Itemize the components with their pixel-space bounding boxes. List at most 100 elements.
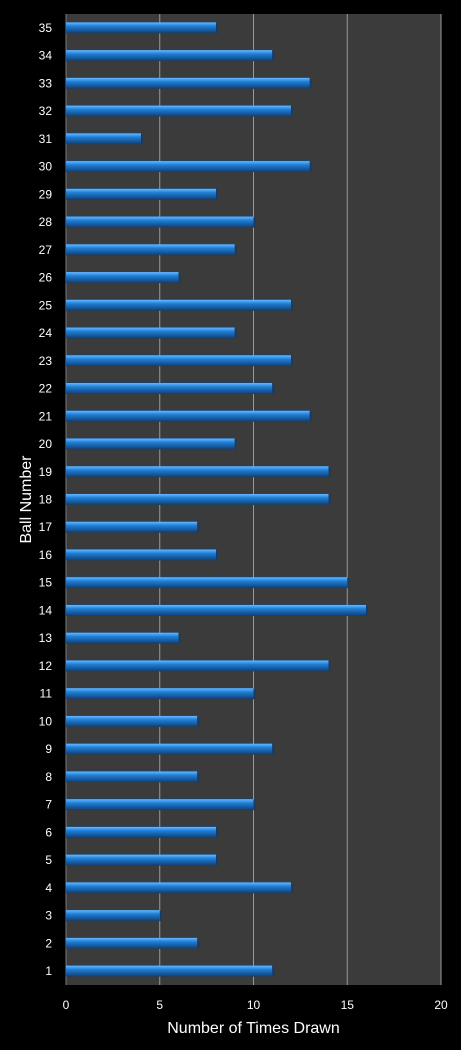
x-tick-label: 0 — [63, 998, 70, 1012]
bar-ball-12 — [66, 660, 329, 672]
bar-ball-24 — [66, 327, 235, 339]
bar-cap-ball-26 — [178, 272, 181, 284]
y-tick-label: 26 — [39, 271, 53, 285]
bar-cap-ball-19 — [328, 466, 331, 478]
y-tick-label: 9 — [45, 742, 52, 756]
bar-cap-ball-20 — [234, 438, 237, 450]
bar-ball-28 — [66, 216, 254, 228]
y-tick-label: 35 — [39, 21, 53, 35]
y-tick-label: 13 — [39, 631, 53, 645]
y-tick-label: 27 — [39, 243, 53, 257]
bar-cap-ball-11 — [253, 688, 256, 700]
x-axis-title: Number of Times Drawn — [167, 1020, 340, 1037]
y-tick-label: 31 — [39, 132, 53, 146]
bar-cap-ball-35 — [216, 22, 218, 34]
y-tick-label: 15 — [39, 576, 53, 590]
y-tick-label: 2 — [45, 936, 52, 950]
y-tick-label: 19 — [39, 465, 53, 479]
y-tick-label: 30 — [39, 160, 53, 174]
y-tick-label: 4 — [45, 881, 52, 895]
x-tick-label: 20 — [434, 998, 448, 1012]
bar-cap-ball-4 — [291, 882, 293, 894]
y-tick-label: 14 — [39, 603, 53, 617]
y-tick-label: 5 — [45, 853, 52, 867]
bar-ball-33 — [66, 77, 310, 89]
bar-cap-ball-6 — [216, 826, 218, 838]
bar-ball-10 — [66, 715, 198, 727]
x-tick-label: 5 — [156, 998, 163, 1012]
bar-cap-ball-12 — [328, 660, 331, 672]
bar-ball-14 — [66, 604, 366, 616]
y-axis-title: Ball Number — [18, 455, 35, 544]
bar-cap-ball-1 — [272, 965, 275, 977]
bar-ball-22 — [66, 383, 273, 395]
bar-cap-ball-23 — [291, 355, 293, 367]
bar-cap-ball-14 — [366, 604, 368, 616]
bar-ball-13 — [66, 632, 179, 644]
bar-ball-30 — [66, 161, 310, 173]
y-tick-label: 23 — [39, 354, 53, 368]
bar-ball-3 — [66, 910, 160, 922]
bar-ball-27 — [66, 244, 235, 256]
bar-cap-ball-33 — [309, 77, 312, 89]
x-tick-label: 10 — [247, 998, 261, 1012]
bar-ball-32 — [66, 105, 291, 117]
bar-cap-ball-10 — [197, 715, 200, 727]
x-tick-label: 15 — [341, 998, 355, 1012]
bar-ball-8 — [66, 771, 198, 783]
y-tick-label: 21 — [39, 409, 53, 423]
bar-ball-17 — [66, 521, 198, 533]
bar-ball-11 — [66, 688, 254, 700]
bar-ball-5 — [66, 854, 216, 866]
bar-ball-20 — [66, 438, 235, 450]
bar-cap-ball-22 — [272, 383, 275, 395]
bar-ball-9 — [66, 743, 273, 755]
y-tick-label: 10 — [39, 714, 53, 728]
y-tick-label: 3 — [45, 909, 52, 923]
bar-cap-ball-7 — [253, 799, 256, 811]
bar-ball-29 — [66, 188, 216, 200]
y-tick-label: 18 — [39, 493, 53, 507]
y-tick-label: 11 — [40, 687, 53, 701]
bar-ball-25 — [66, 299, 291, 311]
bar-cap-ball-32 — [291, 105, 293, 117]
y-tick-label: 29 — [39, 187, 53, 201]
bar-cap-ball-25 — [291, 299, 293, 311]
bar-ball-35 — [66, 22, 216, 34]
bar-cap-ball-31 — [141, 133, 143, 145]
bar-ball-2 — [66, 937, 198, 949]
bar-ball-4 — [66, 882, 291, 894]
bar-ball-34 — [66, 50, 273, 62]
y-tick-label: 8 — [45, 770, 52, 784]
bar-cap-ball-8 — [197, 771, 200, 783]
bar-ball-7 — [66, 799, 254, 811]
y-tick-label: 12 — [39, 659, 53, 673]
y-tick-label: 32 — [39, 104, 53, 118]
y-tick-label: 25 — [39, 298, 53, 312]
bar-cap-ball-5 — [216, 854, 218, 866]
y-tick-label: 33 — [39, 76, 53, 90]
bar-ball-31 — [66, 133, 141, 145]
y-tick-labels: 1234567891011121314151617181920212223242… — [39, 21, 53, 978]
bar-cap-ball-18 — [328, 494, 331, 505]
bar-cap-ball-34 — [272, 50, 275, 62]
bar-ball-19 — [66, 466, 329, 478]
y-tick-label: 34 — [39, 49, 53, 63]
bar-cap-ball-30 — [309, 161, 312, 173]
bar-cap-ball-21 — [309, 410, 312, 422]
y-tick-label: 24 — [39, 326, 53, 340]
bar-cap-ball-24 — [234, 327, 237, 339]
y-tick-label: 17 — [39, 520, 53, 534]
bar-ball-23 — [66, 355, 291, 367]
bar-cap-ball-15 — [347, 577, 350, 589]
bar-cap-ball-17 — [197, 521, 200, 533]
bar-ball-6 — [66, 826, 216, 838]
bar-cap-ball-16 — [216, 549, 218, 561]
bar-ball-26 — [66, 272, 179, 284]
bar-ball-21 — [66, 410, 310, 422]
bar-cap-ball-13 — [178, 632, 181, 644]
bar-ball-18 — [66, 494, 329, 505]
bar-ball-15 — [66, 577, 348, 589]
y-tick-label: 1 — [45, 964, 52, 978]
